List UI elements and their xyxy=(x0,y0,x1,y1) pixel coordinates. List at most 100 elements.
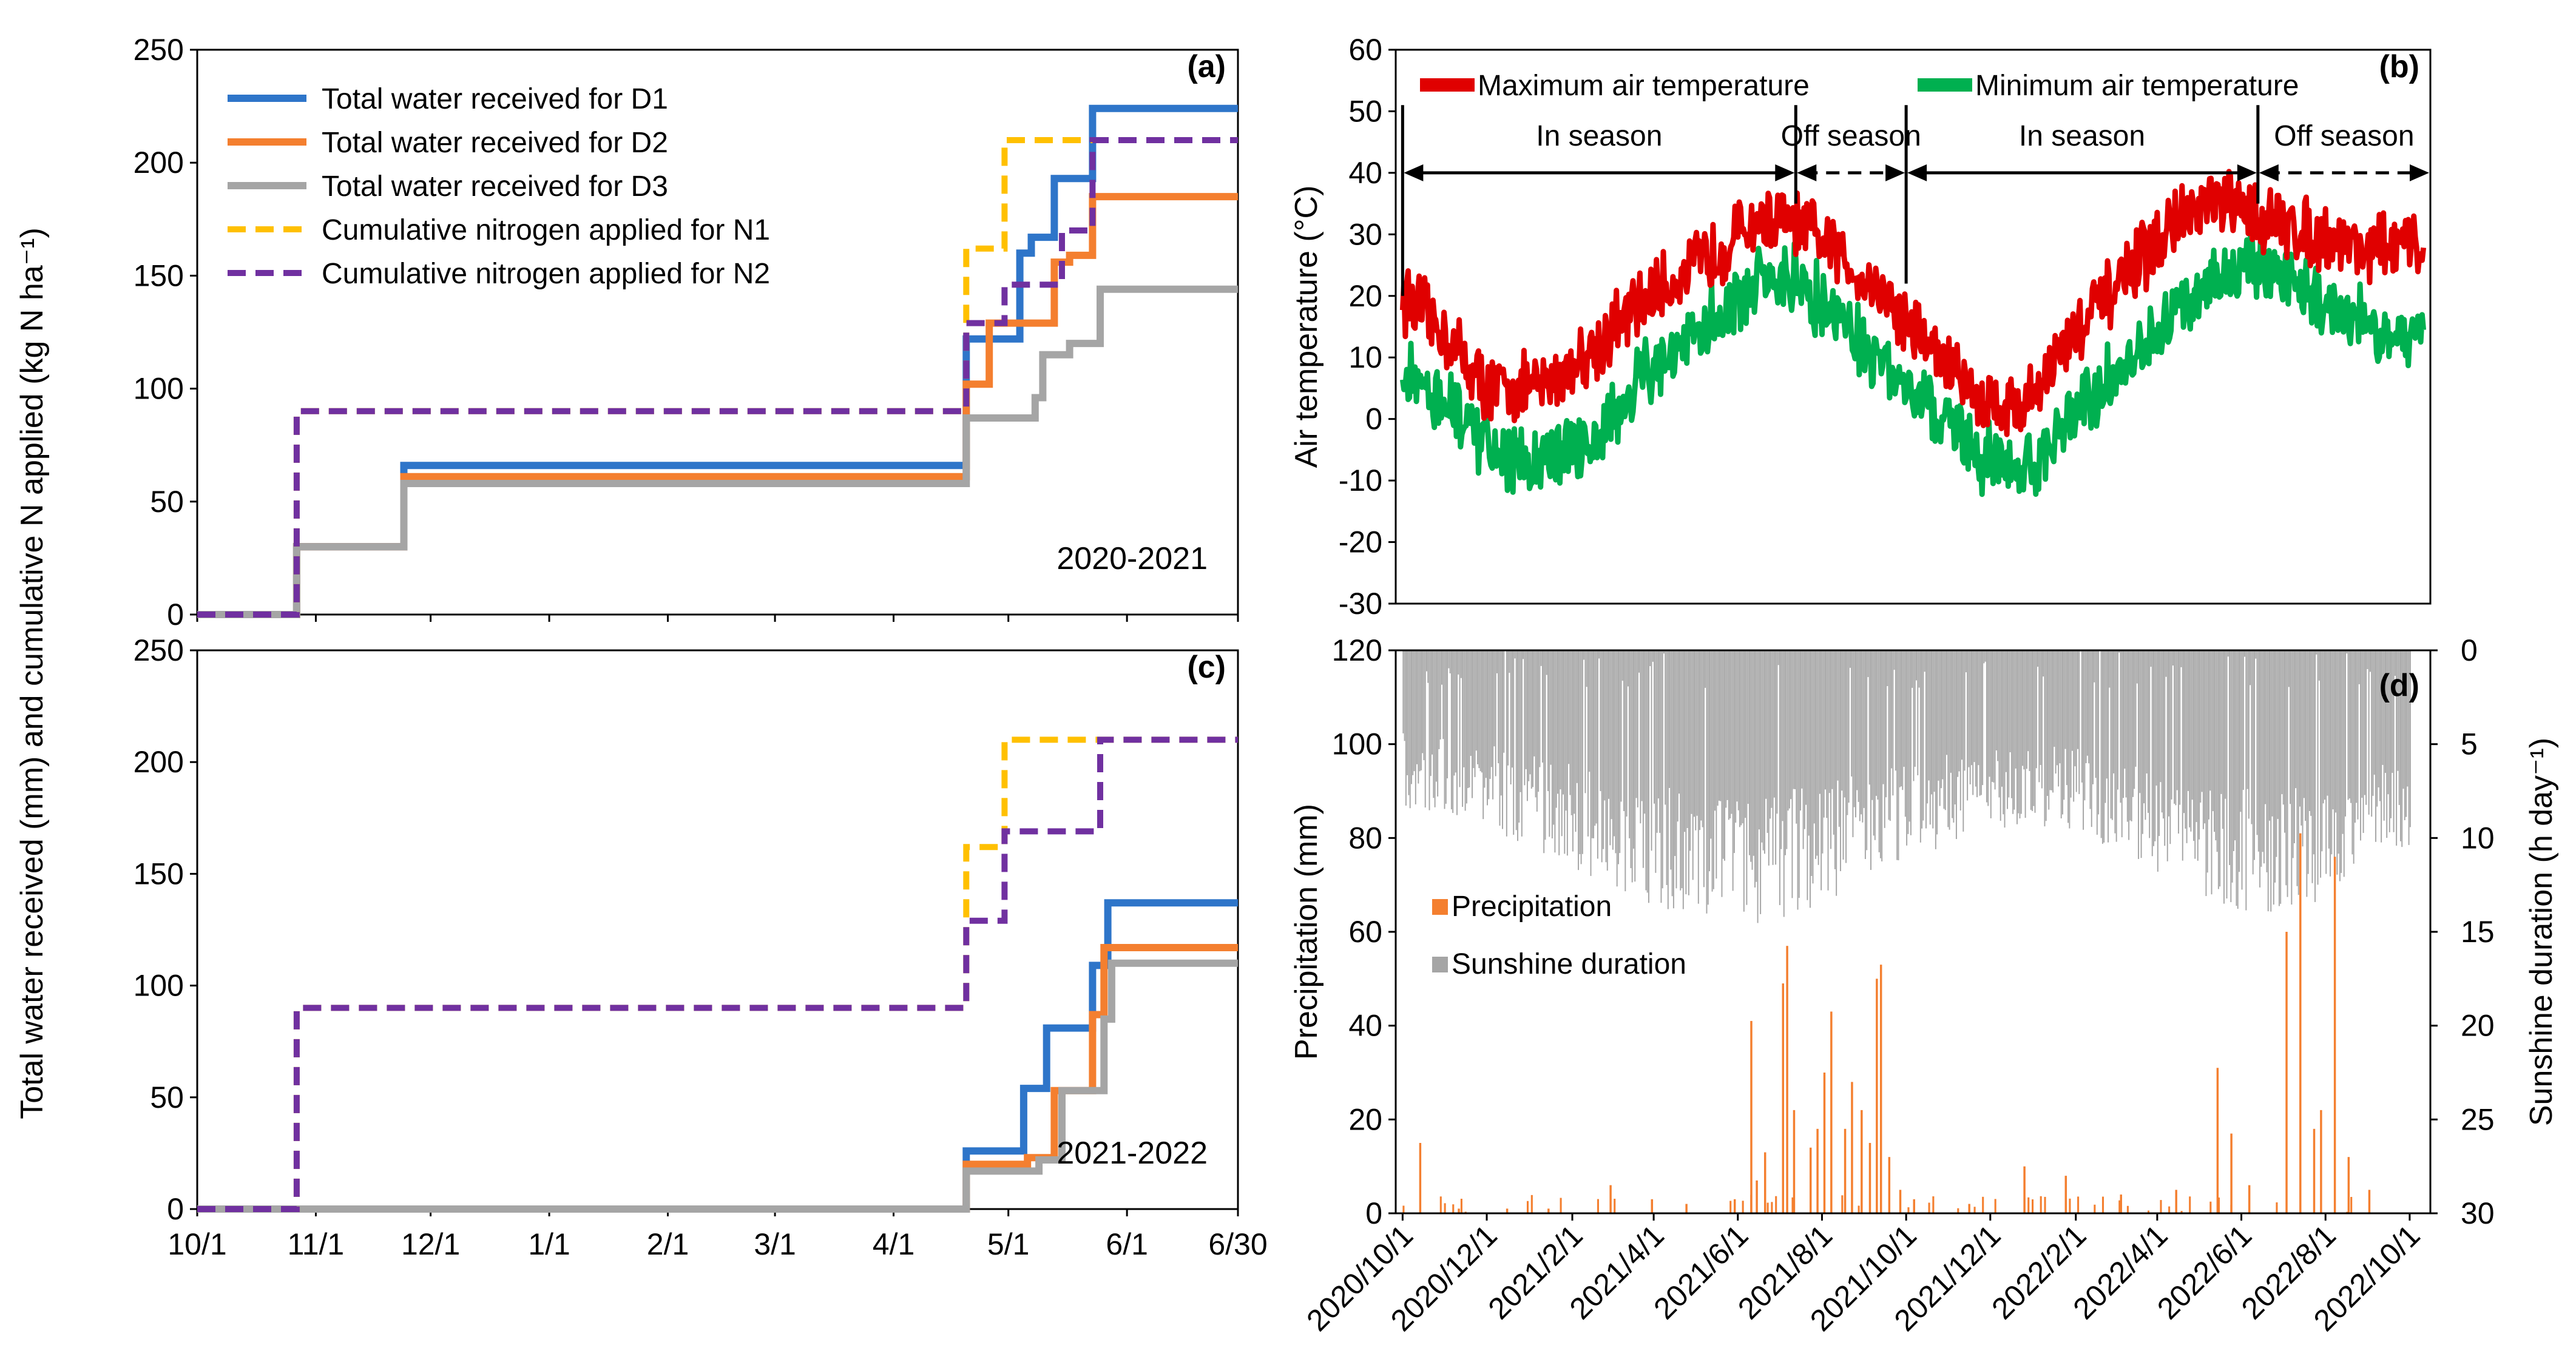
precipitation-bar xyxy=(1868,1143,1871,1213)
sunshine-bar xyxy=(1968,650,1970,767)
sunshine-bar xyxy=(1539,650,1541,767)
sunshine-bar xyxy=(1615,650,1617,854)
sunshine-bar xyxy=(2242,650,2244,790)
precipitation-bar xyxy=(2299,833,2302,1213)
sunshine-bar xyxy=(2114,650,2116,834)
sunshine-bar xyxy=(2162,650,2164,819)
sunshine-bar xyxy=(1851,650,1853,777)
sunshine-bar xyxy=(2005,650,2007,772)
precipitation-bar xyxy=(2094,1204,2096,1213)
sunshine-bar xyxy=(1896,650,1898,860)
y-tick-label: 20 xyxy=(1348,279,1382,313)
sunshine-bar xyxy=(1405,650,1407,806)
legend-label: Minimum air temperature xyxy=(1975,70,2299,102)
sunshine-bar xyxy=(1811,650,1813,877)
sunshine-bar xyxy=(1696,650,1698,816)
sunshine-bar xyxy=(1551,650,1553,838)
sunshine-bar xyxy=(1553,650,1555,825)
sunshine-bar xyxy=(2062,650,2063,815)
sunshine-bar xyxy=(1924,650,1925,672)
sunshine-bar xyxy=(1546,650,1547,675)
sunshine-bar xyxy=(1938,650,1939,781)
panel-label: (d) xyxy=(2379,668,2419,703)
sunshine-bar xyxy=(1786,650,1788,849)
sunshine-bar xyxy=(1633,650,1634,849)
precipitation-bar xyxy=(2230,1133,2233,1213)
sunshine-bar xyxy=(1686,650,1688,828)
sunshine-bar xyxy=(1801,650,1803,789)
sunshine-bar xyxy=(2176,650,2178,790)
sunshine-bar xyxy=(2034,650,2036,813)
sunshine-bar xyxy=(2135,650,2137,767)
sunshine-bar xyxy=(1870,650,1871,870)
sunshine-bar xyxy=(1442,650,1444,740)
sunshine-bar xyxy=(2382,650,2384,765)
sunshine-bar xyxy=(1772,650,1774,865)
sunshine-bar xyxy=(2211,650,2213,895)
sunshine-bar xyxy=(1579,650,1581,854)
sunshine-bar xyxy=(1646,650,1648,893)
sunshine-bar xyxy=(1943,650,1945,809)
sunshine-bar xyxy=(2081,650,2083,783)
sunshine-bar xyxy=(1432,650,1433,755)
sunshine-bar xyxy=(2396,650,2398,846)
sunshine-bar xyxy=(1659,650,1661,833)
sunshine-bar xyxy=(1918,650,1920,688)
sunshine-bar xyxy=(1517,650,1518,841)
sunshine-bar xyxy=(2164,650,2166,846)
sunshine-bar xyxy=(1990,650,1992,818)
sunshine-bar xyxy=(1535,650,1536,798)
y-tick-label-right: 0 xyxy=(2461,633,2478,667)
sunshine-bar xyxy=(1756,650,1757,882)
sunshine-bar xyxy=(1751,650,1753,870)
sunshine-bar xyxy=(2126,650,2128,822)
sunshine-bar xyxy=(1665,650,1666,805)
panel-b-chart: -30 -20 -10 0 10 20 30 40 50 60 Air temperature (°… xyxy=(1289,33,2432,621)
y-tick-label: 200 xyxy=(134,745,184,779)
legend-label: Cumulative nitrogen applied for N1 xyxy=(322,214,770,246)
sunshine-bar xyxy=(1482,650,1484,820)
sunshine-bar xyxy=(1576,650,1578,783)
sunshine-bar xyxy=(2271,650,2273,817)
x-tick-label: 3/1 xyxy=(754,1227,796,1261)
plot-frame xyxy=(1394,49,2432,605)
y-tick-label-left: 40 xyxy=(1348,1009,1382,1043)
sunshine-bar xyxy=(1892,650,1894,796)
precipitation-bar xyxy=(1973,1207,1976,1213)
sunshine-bar xyxy=(1411,650,1412,784)
sunshine-bar xyxy=(2227,650,2229,657)
sunshine-bar xyxy=(1823,650,1825,818)
sunshine-bar xyxy=(2140,650,2142,858)
sunshine-bar xyxy=(1761,650,1763,843)
precipitation-bar xyxy=(1402,1205,1405,1213)
sunshine-bar xyxy=(1627,650,1629,687)
sunshine-bar xyxy=(1530,650,1532,789)
sunshine-bar xyxy=(2020,650,2022,814)
y-tick-label-right: 10 xyxy=(2461,821,2495,855)
sunshine-bar xyxy=(1533,650,1535,756)
y-tick-label-left: 60 xyxy=(1348,915,1382,949)
sunshine-bar xyxy=(1828,650,1830,794)
sunshine-bar xyxy=(1618,650,1619,864)
sunshine-bar xyxy=(2347,650,2349,800)
precipitation-bar xyxy=(2333,857,2336,1213)
sunshine-bar xyxy=(1925,650,1927,829)
sunshine-bar xyxy=(1404,650,1405,741)
precipitation-bar xyxy=(2160,1200,2162,1213)
sunshine-bar xyxy=(1913,650,1915,781)
legend-swatch xyxy=(1432,957,1448,972)
precipitation-bar xyxy=(2027,1197,2030,1213)
sunshine-bar xyxy=(1855,650,1856,818)
precipitation-bar xyxy=(1844,1128,1847,1213)
sunshine-bar xyxy=(1423,650,1425,761)
sunshine-bar xyxy=(1663,650,1665,654)
season-annotation-label: In season xyxy=(2019,120,2145,152)
sunshine-bar xyxy=(1566,650,1568,856)
sunshine-bar xyxy=(1816,650,1818,856)
sunshine-bar xyxy=(1705,650,1706,688)
sunshine-bar xyxy=(2175,650,2177,806)
sunshine-bar xyxy=(2248,650,2250,819)
panel-label: (b) xyxy=(2379,49,2419,84)
sunshine-bar xyxy=(1523,650,1524,659)
precipitation-bar xyxy=(2217,1197,2220,1213)
